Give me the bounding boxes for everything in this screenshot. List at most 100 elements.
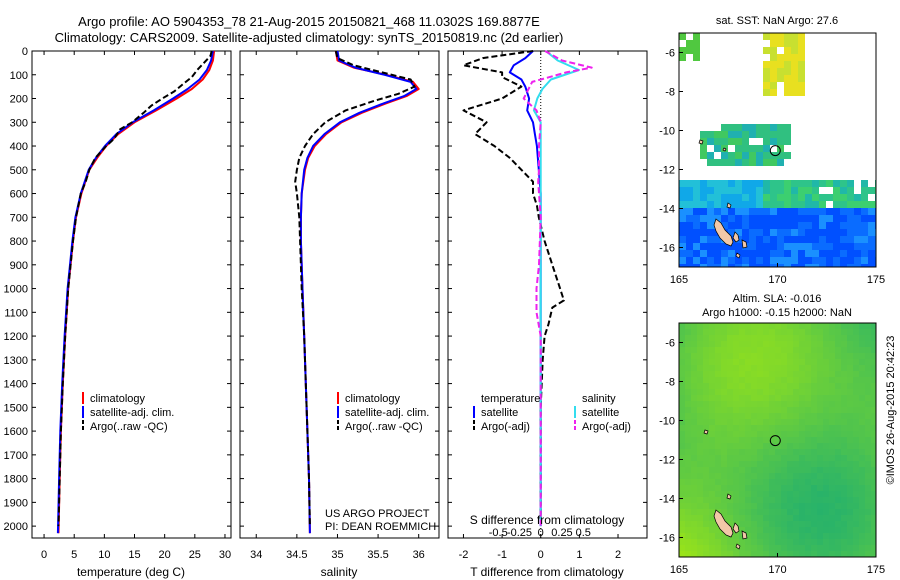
sla-cell — [793, 413, 799, 419]
sla-cell — [835, 479, 841, 485]
sst-cell — [721, 264, 728, 267]
sla-cell — [871, 497, 876, 503]
sla-cell — [739, 377, 745, 383]
sla-cell — [757, 551, 763, 557]
sla-cell — [811, 473, 817, 479]
sla-cell — [811, 401, 817, 407]
sst-cell — [770, 82, 777, 89]
sla-cell — [763, 389, 769, 395]
x-tick-label: 20 — [159, 549, 171, 561]
sla-cell — [727, 485, 733, 491]
sla-cell — [763, 551, 769, 557]
sla-cell — [787, 539, 793, 545]
sla-cell — [775, 419, 781, 425]
sla-cell — [769, 413, 775, 419]
sla-cell — [859, 521, 865, 527]
sla-cell — [871, 329, 876, 335]
sla-cell — [703, 395, 709, 401]
sst-cell — [826, 236, 833, 243]
sst-cell — [763, 187, 770, 194]
sst-cell — [728, 243, 735, 250]
sla-cell — [727, 497, 733, 503]
sla-cell — [781, 347, 787, 353]
sla-cell — [781, 545, 787, 551]
sla-cell — [841, 371, 847, 377]
sst-cell — [777, 257, 784, 264]
sst-cell — [749, 145, 756, 152]
sla-cell — [757, 491, 763, 497]
sla-cell — [703, 383, 709, 389]
sla-cell — [865, 539, 871, 545]
sla-cell — [823, 359, 829, 365]
sst-cell — [861, 264, 868, 267]
depth-tick-label: 1400 — [4, 379, 28, 391]
sla-cell — [775, 503, 781, 509]
sla-cell — [721, 455, 727, 461]
sla-cell — [847, 341, 853, 347]
sst-cell — [868, 201, 875, 208]
sla-cell — [733, 455, 739, 461]
sla-cell — [865, 461, 871, 467]
sst-cell — [735, 201, 742, 208]
sla-cell — [817, 347, 823, 353]
sla-cell — [865, 455, 871, 461]
sst-cell — [763, 194, 770, 201]
sla-cell — [835, 449, 841, 455]
sla-cell — [847, 371, 853, 377]
sla-cell — [847, 461, 853, 467]
sla-cell — [739, 479, 745, 485]
sst-cell — [679, 222, 686, 229]
sst-cell — [847, 257, 854, 264]
sla-cell — [847, 551, 853, 557]
sst-cell — [784, 68, 791, 75]
sst-cell — [686, 40, 693, 47]
sla-cell — [703, 527, 709, 533]
sla-cell — [799, 359, 805, 365]
sla-cell — [745, 515, 751, 521]
sst-cell — [798, 250, 805, 257]
sla-cell — [739, 341, 745, 347]
sla-cell — [679, 407, 685, 413]
sla-cell — [823, 455, 829, 461]
sla-cell — [805, 455, 811, 461]
sla-cell — [775, 377, 781, 383]
sla-cell — [823, 485, 829, 491]
sst-cell — [784, 82, 791, 89]
sla-cell — [775, 323, 781, 329]
sla-cell — [721, 497, 727, 503]
sla-cell — [727, 467, 733, 473]
sst-cell — [714, 236, 721, 243]
sla-cell — [805, 491, 811, 497]
sst-cell — [721, 243, 728, 250]
sla-cell — [739, 443, 745, 449]
sla-cell — [691, 527, 697, 533]
sla-cell — [745, 407, 751, 413]
sst-cell — [784, 208, 791, 215]
sla-cell — [679, 383, 685, 389]
map-x-tick-label: 170 — [768, 564, 786, 576]
sst-cell — [735, 131, 742, 138]
sla-cell — [709, 413, 715, 419]
sla-cell — [697, 551, 703, 557]
sla-cell — [763, 539, 769, 545]
sla-cell — [853, 377, 859, 383]
sla-cell — [859, 413, 865, 419]
difference-plot: -2 -1 0 1 2-0.5 -0.25 0 0.25 0.5 — [448, 50, 647, 561]
sst-cell — [763, 250, 770, 257]
sla-cell — [703, 497, 709, 503]
sla-cell — [691, 431, 697, 437]
sst-cell — [840, 180, 847, 187]
sst-cell — [777, 145, 784, 152]
sst-cell — [791, 187, 798, 194]
sst-cell — [812, 222, 819, 229]
sst-cell — [784, 222, 791, 229]
sla-cell — [679, 341, 685, 347]
sst-cell — [819, 250, 826, 257]
sla-cell — [775, 539, 781, 545]
sla-cell — [745, 485, 751, 491]
sla-cell — [769, 377, 775, 383]
sla-cell — [811, 527, 817, 533]
sla-cell — [871, 371, 876, 377]
sla-cell — [751, 413, 757, 419]
sst-cell — [777, 54, 784, 61]
